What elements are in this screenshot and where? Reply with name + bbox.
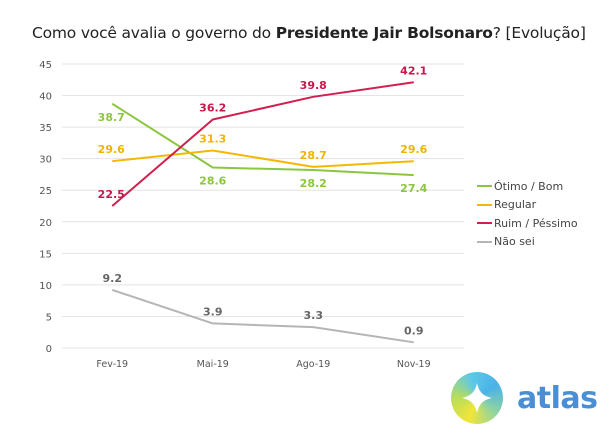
data-label: 9.2 xyxy=(103,272,123,285)
atlas-logo: atlas xyxy=(451,372,598,424)
legend-label: Ruim / Péssimo xyxy=(494,216,578,230)
chart-title-suffix: ? [Evolução] xyxy=(492,24,586,42)
data-label: 28.7 xyxy=(300,149,327,162)
x-tick-label: Fev-19 xyxy=(96,359,128,370)
data-label: 31.3 xyxy=(199,132,226,145)
series-line-3 xyxy=(111,288,414,344)
series-line-1 xyxy=(112,149,414,168)
y-tick-label: 20 xyxy=(39,218,52,229)
data-label: 29.6 xyxy=(400,143,427,156)
data-label: 29.6 xyxy=(98,143,125,156)
x-tick-label: Ago-19 xyxy=(296,359,330,370)
legend-swatch xyxy=(477,185,492,188)
data-label: 28.2 xyxy=(300,177,327,190)
y-tick-label: 45 xyxy=(39,60,52,71)
legend-item: Regular xyxy=(477,196,578,215)
data-label: 22.5 xyxy=(98,188,125,201)
compass-star-icon xyxy=(462,383,492,413)
data-label: 0.9 xyxy=(404,324,424,337)
atlas-compass-logo-icon xyxy=(451,372,503,424)
x-tick-label: Nov-19 xyxy=(397,359,431,370)
data-label: 3.3 xyxy=(304,309,324,322)
chart-title: Como você avalia o governo do Presidente… xyxy=(32,24,586,42)
y-tick-label: 40 xyxy=(39,92,52,103)
chart-title-prefix: Como você avalia o governo do xyxy=(32,24,276,42)
y-tick-label: 0 xyxy=(46,344,52,355)
y-tick-label: 15 xyxy=(39,249,52,260)
series-line-2 xyxy=(111,81,414,207)
y-tick-label: 5 xyxy=(46,312,52,323)
data-label: 38.7 xyxy=(98,111,125,124)
legend-item: Ótimo / Bom xyxy=(477,177,578,196)
x-tick-label: Mai-19 xyxy=(197,359,229,370)
legend: Ótimo / Bom Regular Ruim / Péssimo Não sei xyxy=(477,177,578,251)
legend-label: Regular xyxy=(494,198,537,212)
data-label: 42.1 xyxy=(400,64,427,77)
legend-swatch xyxy=(477,240,492,243)
y-tick-label: 35 xyxy=(39,123,52,134)
data-label: 3.9 xyxy=(203,305,223,318)
legend-item: Ruim / Péssimo xyxy=(477,214,578,233)
data-label: 39.8 xyxy=(300,79,327,92)
chart-title-bold: Presidente Jair Bolsonaro xyxy=(275,24,493,42)
data-label: 36.2 xyxy=(199,102,226,115)
series-line-0 xyxy=(111,102,414,177)
y-tick-label: 30 xyxy=(39,155,52,166)
legend-label: Ótimo / Bom xyxy=(494,179,564,193)
legend-label: Não sei xyxy=(494,235,535,249)
legend-swatch xyxy=(477,222,492,225)
legend-item: Não sei xyxy=(477,233,578,252)
logo-text: atlas xyxy=(517,380,598,416)
data-label: 28.6 xyxy=(199,175,226,188)
y-tick-label: 25 xyxy=(39,186,52,197)
data-label: 27.4 xyxy=(400,182,427,195)
legend-swatch xyxy=(477,203,492,206)
y-tick-label: 10 xyxy=(39,281,52,292)
